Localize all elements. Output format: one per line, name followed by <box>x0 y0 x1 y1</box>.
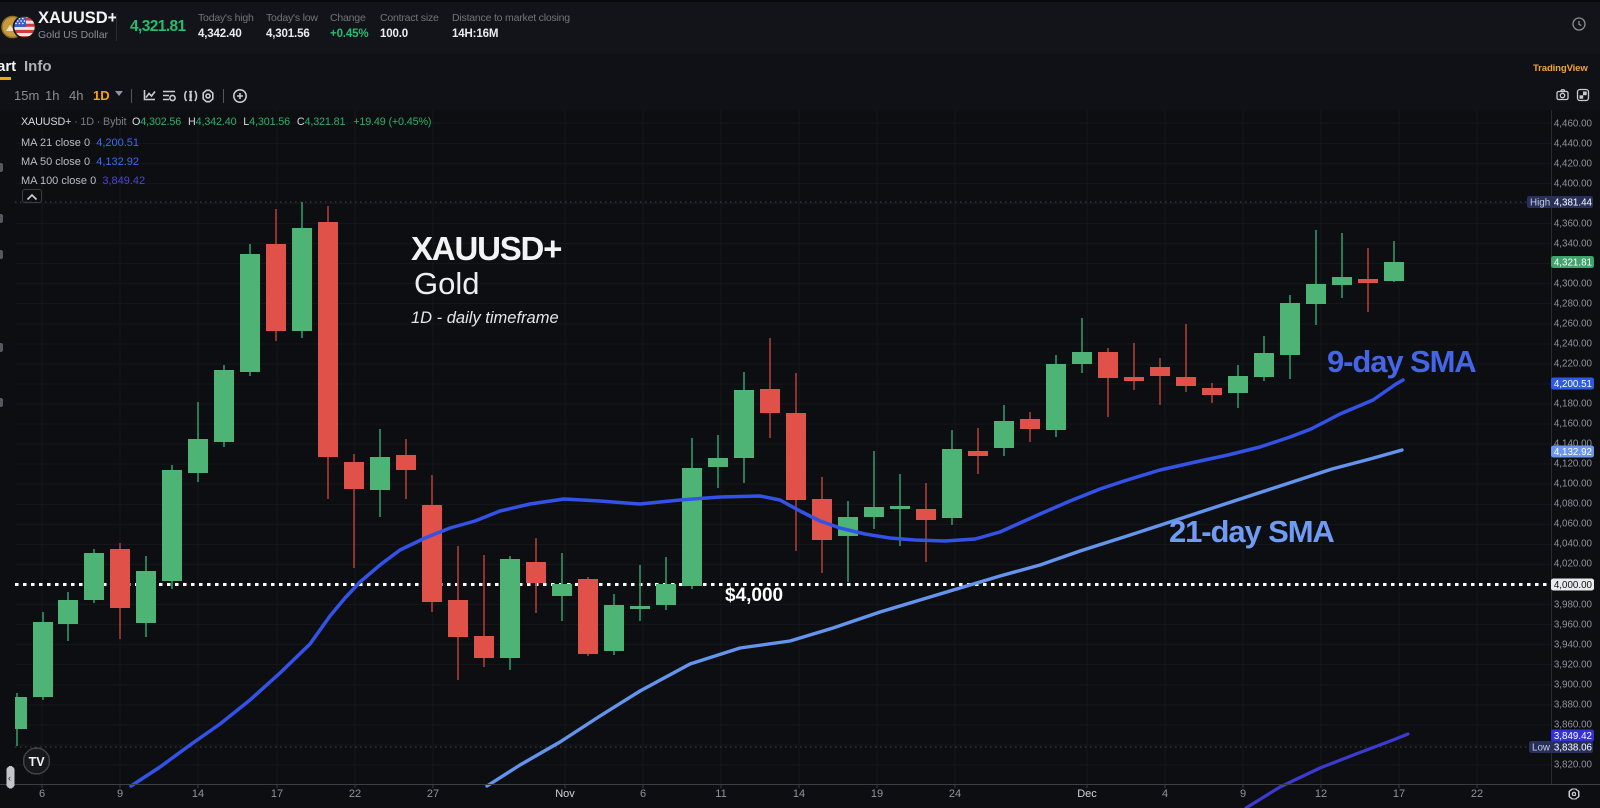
svg-text:17: 17 <box>1393 788 1405 800</box>
svg-text:XAUUSD+: XAUUSD+ <box>411 230 561 267</box>
svg-text:4,140.00: 4,140.00 <box>1554 439 1593 450</box>
svg-text:4,020.00: 4,020.00 <box>1554 559 1593 570</box>
svg-text:9-day SMA: 9-day SMA <box>1327 344 1476 379</box>
svg-text:4,120.00: 4,120.00 <box>1554 459 1593 470</box>
svg-text:4,420.00: 4,420.00 <box>1554 159 1593 170</box>
svg-text:22: 22 <box>349 788 361 800</box>
svg-text:4,132.92: 4,132.92 <box>1554 447 1592 458</box>
svg-text:4,381.44: 4,381.44 <box>1554 198 1593 209</box>
svg-text:4,060.00: 4,060.00 <box>1554 519 1593 530</box>
svg-text:4,000.00: 4,000.00 <box>1554 580 1593 591</box>
svg-text:Gold: Gold <box>414 266 479 301</box>
svg-text:17: 17 <box>271 788 283 800</box>
svg-text:‹: ‹ <box>8 773 11 783</box>
svg-text:4,321.81: 4,321.81 <box>1554 258 1592 269</box>
svg-text:6: 6 <box>39 788 45 800</box>
svg-text:Dec: Dec <box>1077 788 1097 800</box>
svg-text:3,849.42: 3,849.42 <box>1554 731 1592 742</box>
svg-text:4,080.00: 4,080.00 <box>1554 499 1593 510</box>
svg-text:4,280.00: 4,280.00 <box>1554 299 1593 310</box>
svg-text:4,100.00: 4,100.00 <box>1554 479 1593 490</box>
svg-text:4,180.00: 4,180.00 <box>1554 399 1593 410</box>
svg-text:TV: TV <box>29 755 46 769</box>
svg-text:3,920.00: 3,920.00 <box>1554 660 1593 671</box>
svg-text:4,260.00: 4,260.00 <box>1554 319 1593 330</box>
svg-text:14: 14 <box>793 788 805 800</box>
svg-text:3,940.00: 3,940.00 <box>1554 640 1593 651</box>
svg-text:21-day SMA: 21-day SMA <box>1169 514 1334 549</box>
svg-text:24: 24 <box>949 788 961 800</box>
svg-text:4,040.00: 4,040.00 <box>1554 539 1593 550</box>
svg-text:4,160.00: 4,160.00 <box>1554 419 1593 430</box>
svg-text:22: 22 <box>1471 788 1483 800</box>
svg-text:4,220.00: 4,220.00 <box>1554 359 1593 370</box>
svg-text:3,980.00: 3,980.00 <box>1554 600 1593 611</box>
svg-text:4,440.00: 4,440.00 <box>1554 139 1593 150</box>
svg-text:3,820.00: 3,820.00 <box>1554 760 1593 771</box>
svg-text:Low: Low <box>1532 743 1551 754</box>
svg-text:1D - daily timeframe: 1D - daily timeframe <box>411 309 559 327</box>
svg-text:3,960.00: 3,960.00 <box>1554 620 1593 631</box>
svg-text:Nov: Nov <box>555 788 575 800</box>
svg-text:9: 9 <box>1240 788 1246 800</box>
svg-text:3,880.00: 3,880.00 <box>1554 700 1593 711</box>
svg-text:12: 12 <box>1315 788 1327 800</box>
svg-text:4,360.00: 4,360.00 <box>1554 219 1593 230</box>
svg-text:3,838.06: 3,838.06 <box>1554 743 1593 754</box>
svg-text:11: 11 <box>715 788 726 800</box>
svg-text:4,200.51: 4,200.51 <box>1554 379 1592 390</box>
svg-text:3,860.00: 3,860.00 <box>1554 720 1593 731</box>
svg-text:27: 27 <box>427 788 439 800</box>
svg-text:3,900.00: 3,900.00 <box>1554 680 1593 691</box>
svg-text:19: 19 <box>871 788 883 800</box>
svg-text:4: 4 <box>1162 788 1168 800</box>
svg-text:$4,000: $4,000 <box>725 585 783 606</box>
svg-text:High: High <box>1530 198 1550 209</box>
svg-text:14: 14 <box>192 788 204 800</box>
svg-text:4,340.00: 4,340.00 <box>1554 239 1593 250</box>
svg-text:4,400.00: 4,400.00 <box>1554 179 1593 190</box>
svg-text:4,300.00: 4,300.00 <box>1554 279 1593 290</box>
svg-text:4,460.00: 4,460.00 <box>1554 119 1593 130</box>
svg-text:6: 6 <box>640 788 646 800</box>
svg-text:4,240.00: 4,240.00 <box>1554 339 1593 350</box>
svg-text:9: 9 <box>117 788 123 800</box>
